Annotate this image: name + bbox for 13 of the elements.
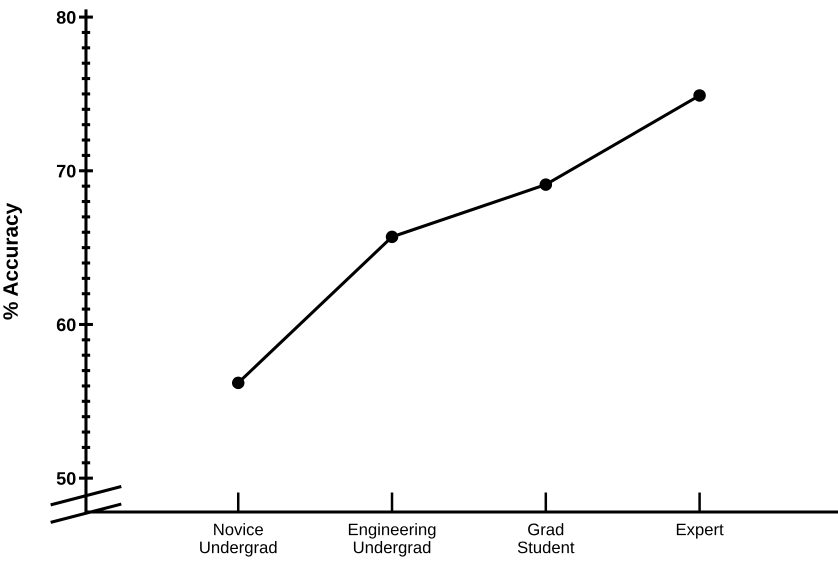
y-tick-label: 50 <box>56 472 76 485</box>
x-tick-label: Engineering Undergrad <box>348 523 436 557</box>
point <box>540 178 552 191</box>
y-axis-title: % Accuracy <box>3 202 22 320</box>
x-tick-label: Grad Student <box>518 523 574 554</box>
point <box>693 89 706 102</box>
y-tick-label: 70 <box>56 164 76 178</box>
point <box>386 230 398 244</box>
x-tick-label: Expert <box>676 524 724 539</box>
y-tick-label: 60 <box>56 318 76 332</box>
point <box>232 376 244 390</box>
y-tick-label: 80 <box>56 11 76 24</box>
x-tick-label: Novice Undergrad <box>200 523 277 557</box>
